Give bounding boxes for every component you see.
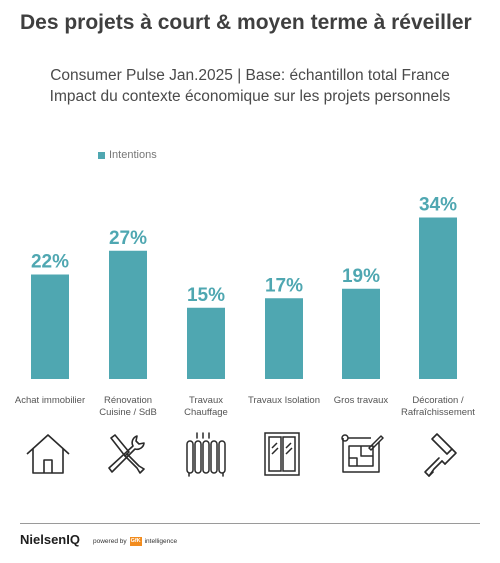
category-label-renovation: Rénovation Cuisine / SdB <box>99 395 157 418</box>
value-label-2: 15% <box>187 285 225 306</box>
legend-swatch <box>98 151 105 159</box>
category-label-chauffage: Travaux Chauffage <box>184 395 228 418</box>
footer-divider <box>20 523 480 524</box>
paint-roller-icon <box>424 433 457 477</box>
chart-subtitle-1: Consumer Pulse Jan.2025 | Base: échantil… <box>50 67 450 84</box>
nielseniq-logo: NielsenIQ <box>20 532 80 547</box>
bar-chart: 22% 27% 15% 17% 19% 34% <box>31 195 457 379</box>
blueprint-icon <box>341 434 384 473</box>
radiator-icon <box>186 432 226 477</box>
chart-legend: Intentions <box>98 149 157 161</box>
tools-icon <box>108 434 145 474</box>
powered-by: powered by GfK intelligence <box>93 537 177 546</box>
house-icon <box>26 434 70 474</box>
intelligence-text: intelligence <box>144 538 178 545</box>
value-label-0: 22% <box>31 252 69 273</box>
category-label-decoration: Décoration / Rafraîchissement <box>401 395 475 418</box>
category-label-isolation: Travaux Isolation <box>248 395 320 406</box>
value-label-5: 34% <box>419 195 457 216</box>
bar-0 <box>31 274 69 379</box>
gfk-logo: GfK <box>129 537 142 546</box>
value-label-4: 19% <box>342 266 380 287</box>
value-label-1: 27% <box>109 228 147 249</box>
powered-by-text: powered by <box>93 538 127 545</box>
bar-1 <box>109 250 147 379</box>
value-label-3: 17% <box>265 275 303 296</box>
bar-2 <box>187 307 225 379</box>
chart-subtitle-2: Impact du contexte économique sur les pr… <box>49 88 451 105</box>
bar-4 <box>342 288 380 379</box>
bar-3 <box>265 298 303 379</box>
legend-label: Intentions <box>109 149 157 161</box>
bar-5 <box>419 217 457 379</box>
category-label-gros-travaux: Gros travaux <box>333 395 389 406</box>
window-icon <box>264 432 300 476</box>
category-label-achat: Achat immobilier <box>14 395 86 406</box>
chart-title: Des projets à court & moyen terme à réve… <box>20 11 472 34</box>
